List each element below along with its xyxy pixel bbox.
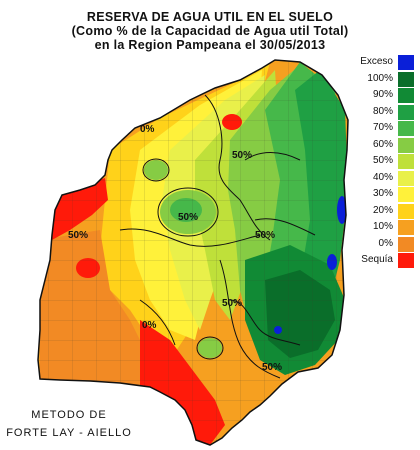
legend-swatch xyxy=(398,55,414,70)
contour-label-2: 50% xyxy=(232,150,252,161)
legend-label: 40% xyxy=(372,171,393,183)
legend-row: 10% xyxy=(349,220,417,235)
legend-label: 20% xyxy=(372,204,393,216)
legend-label: 10% xyxy=(372,221,393,232)
legend-swatch xyxy=(398,203,414,219)
legend-label: 90% xyxy=(372,89,393,100)
region-outline xyxy=(37,59,349,446)
contour-label-7: 0% xyxy=(142,320,157,331)
legend-row: 70% xyxy=(349,121,417,136)
map-title-line-3: en la Region Pampeana el 30/05/2013 xyxy=(94,38,326,52)
legend-swatch xyxy=(398,154,414,169)
method-line-2: FORTE LAY - AIELLO xyxy=(6,427,132,439)
legend-row: 90% xyxy=(349,88,417,103)
legend-label: 80% xyxy=(372,105,393,117)
method-line-1: METODO DE xyxy=(31,409,107,421)
legend-row: 80% xyxy=(349,104,417,120)
legend-row: 20% xyxy=(349,203,417,219)
legend-swatch xyxy=(398,170,414,186)
legend-swatch xyxy=(398,104,414,120)
legend-row: 0% xyxy=(349,236,417,252)
contour-label-4: 50% xyxy=(255,230,275,241)
legend-label: 70% xyxy=(372,122,393,133)
legend-label: 100% xyxy=(367,72,393,84)
contour-lines xyxy=(119,94,316,379)
legend-swatch xyxy=(398,187,414,202)
legend-label: 50% xyxy=(372,155,393,166)
legend-row: 30% xyxy=(349,187,417,202)
map-title-line-1: RESERVA DE AGUA UTIL EN EL SUELO xyxy=(86,10,334,24)
legend-swatch xyxy=(398,220,414,235)
legend-swatch xyxy=(398,71,414,87)
contour-label-6: 50% xyxy=(68,230,88,241)
legend-row: 60% xyxy=(349,137,417,153)
legend-row: Sequía xyxy=(349,253,417,268)
legend-swatch xyxy=(398,121,414,136)
legend-swatch xyxy=(398,236,414,252)
legend-label: 60% xyxy=(372,138,393,150)
contour-label-8: 50% xyxy=(262,362,282,373)
legend-label: 0% xyxy=(378,237,393,249)
contour-label-5: 50% xyxy=(222,298,242,309)
legend-row: 100% xyxy=(349,71,417,87)
contour-label-3: 50% xyxy=(178,212,198,223)
legend-row: 40% xyxy=(349,170,417,186)
legend-row: 50% xyxy=(349,154,417,169)
contour-label-1: 0% xyxy=(140,124,155,135)
legend-label: 30% xyxy=(372,188,393,199)
legend-label: Sequía xyxy=(361,254,393,265)
legend-row: Exceso xyxy=(349,55,417,70)
map-title-line-2: (Como % de la Capacidad de Agua util Tot… xyxy=(71,24,349,38)
legend-swatch xyxy=(398,253,414,268)
legend-swatch xyxy=(398,137,414,153)
legend-swatch xyxy=(398,88,414,103)
legend-label: Exceso xyxy=(360,56,393,67)
